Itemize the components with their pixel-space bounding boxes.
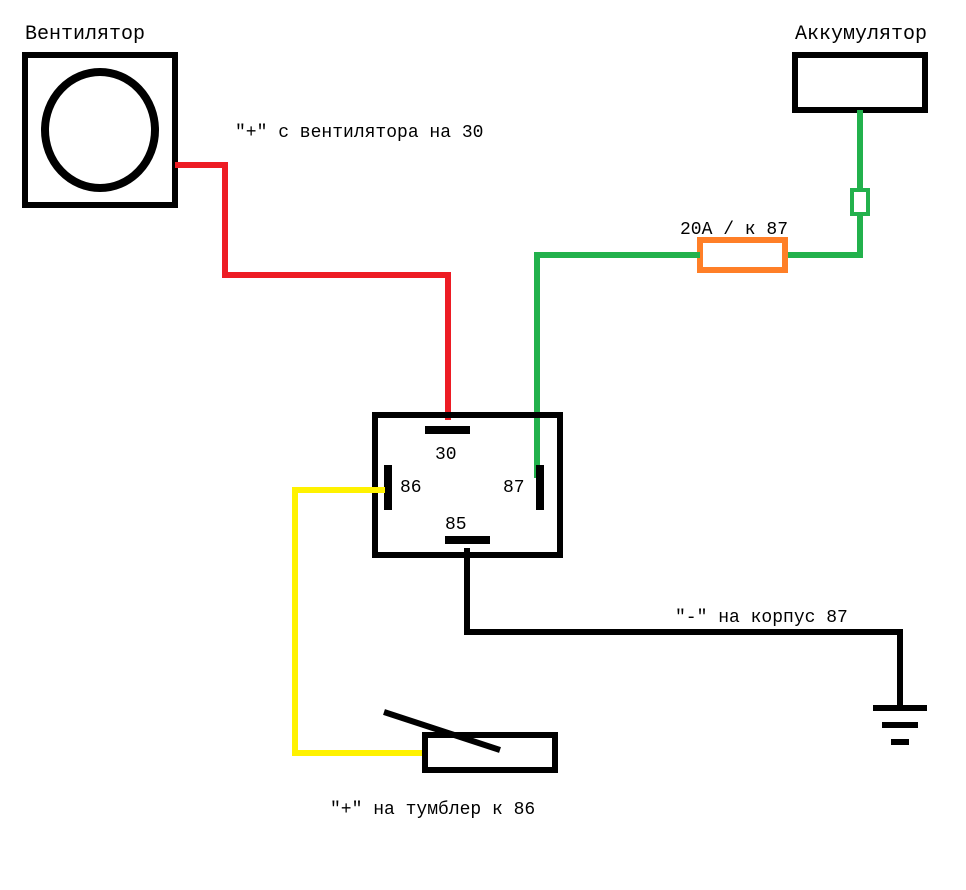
switch-box <box>425 735 555 770</box>
pin-85-label: 85 <box>445 515 467 535</box>
fan-circle <box>45 72 155 188</box>
battery-box <box>795 55 925 110</box>
wire-red-fan-to-30 <box>175 165 448 420</box>
pin-86-label: 86 <box>400 478 422 498</box>
green-connector <box>852 190 868 214</box>
fuse-label: 20A / к 87 <box>680 220 788 240</box>
wire-fan-30-label: "+" с вентилятора на 30 <box>235 123 483 143</box>
wire-green-battery-to-fuse <box>785 110 860 255</box>
fan-title: Вентилятор <box>25 23 145 46</box>
ground-label: "-" на корпус 87 <box>675 608 848 628</box>
pin-87-label: 87 <box>503 478 525 498</box>
battery-title: Аккумулятор <box>795 23 927 46</box>
wire-yellow-86-to-switch <box>295 490 425 753</box>
wiring-diagram: Вентилятор Аккумулятор "+" с вентилятора… <box>0 0 966 890</box>
fuse-box <box>700 240 785 270</box>
pin-30-label: 30 <box>435 445 457 465</box>
switch-label: "+" на тумблер к 86 <box>330 800 535 820</box>
